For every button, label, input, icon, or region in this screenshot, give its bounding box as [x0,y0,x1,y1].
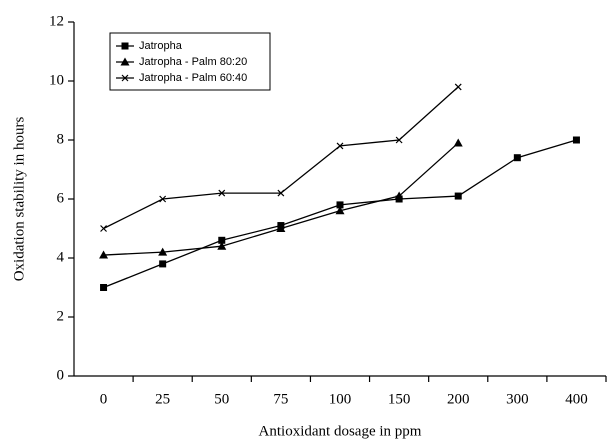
legend: Jatropha Jatropha - Palm 80:20 Jatropha - … [109,32,271,91]
marker [218,236,226,244]
marker [394,191,404,200]
marker [277,189,285,197]
y-tick-label: 12 [49,13,64,29]
x-tick-label: 400 [565,391,588,407]
marker [513,154,521,162]
marker [335,206,345,215]
marker [99,250,109,259]
y-tick-label: 10 [49,72,64,88]
marker [276,224,286,232]
x-tick-label: 75 [273,391,288,407]
marker [395,136,403,144]
marker [454,192,462,200]
marker [100,284,108,291]
x-tick-label: 50 [214,391,229,407]
marker [336,201,344,209]
marker [121,74,129,82]
marker [159,260,167,268]
y-tick-label: 0 [57,367,65,383]
x-tick-label: 100 [329,391,352,407]
y-tick-label: 2 [57,308,65,324]
marker [454,83,462,91]
marker [453,138,463,147]
marker [158,247,168,256]
y-tick-label: 8 [57,131,65,147]
legend-label: Jatropha - Palm 80:20 [139,56,247,68]
marker [121,42,129,50]
legend-box [109,32,271,91]
y-tick-label: 6 [57,190,65,206]
x-tick-label: 0 [100,391,108,407]
marker [120,57,130,66]
legend-label: Jatropha [139,40,183,52]
x-tick-label: 150 [388,391,411,407]
marker [159,195,167,203]
x-axis-label: Antioxidant dosage in ppm [259,423,422,439]
marker [218,189,226,197]
marker [336,142,344,150]
y-axis-label: Oxidation stability in hours [11,117,27,282]
x-tick-label: 300 [506,391,529,407]
series-line [103,86,459,230]
legend-label: Jatropha - Palm 60:40 [139,72,247,84]
x-tick-label: 200 [447,391,470,407]
x-tick-label: 25 [155,391,170,407]
marker [572,136,580,144]
y-tick-label: 4 [57,249,65,265]
marker [100,225,107,232]
marker [217,241,227,250]
